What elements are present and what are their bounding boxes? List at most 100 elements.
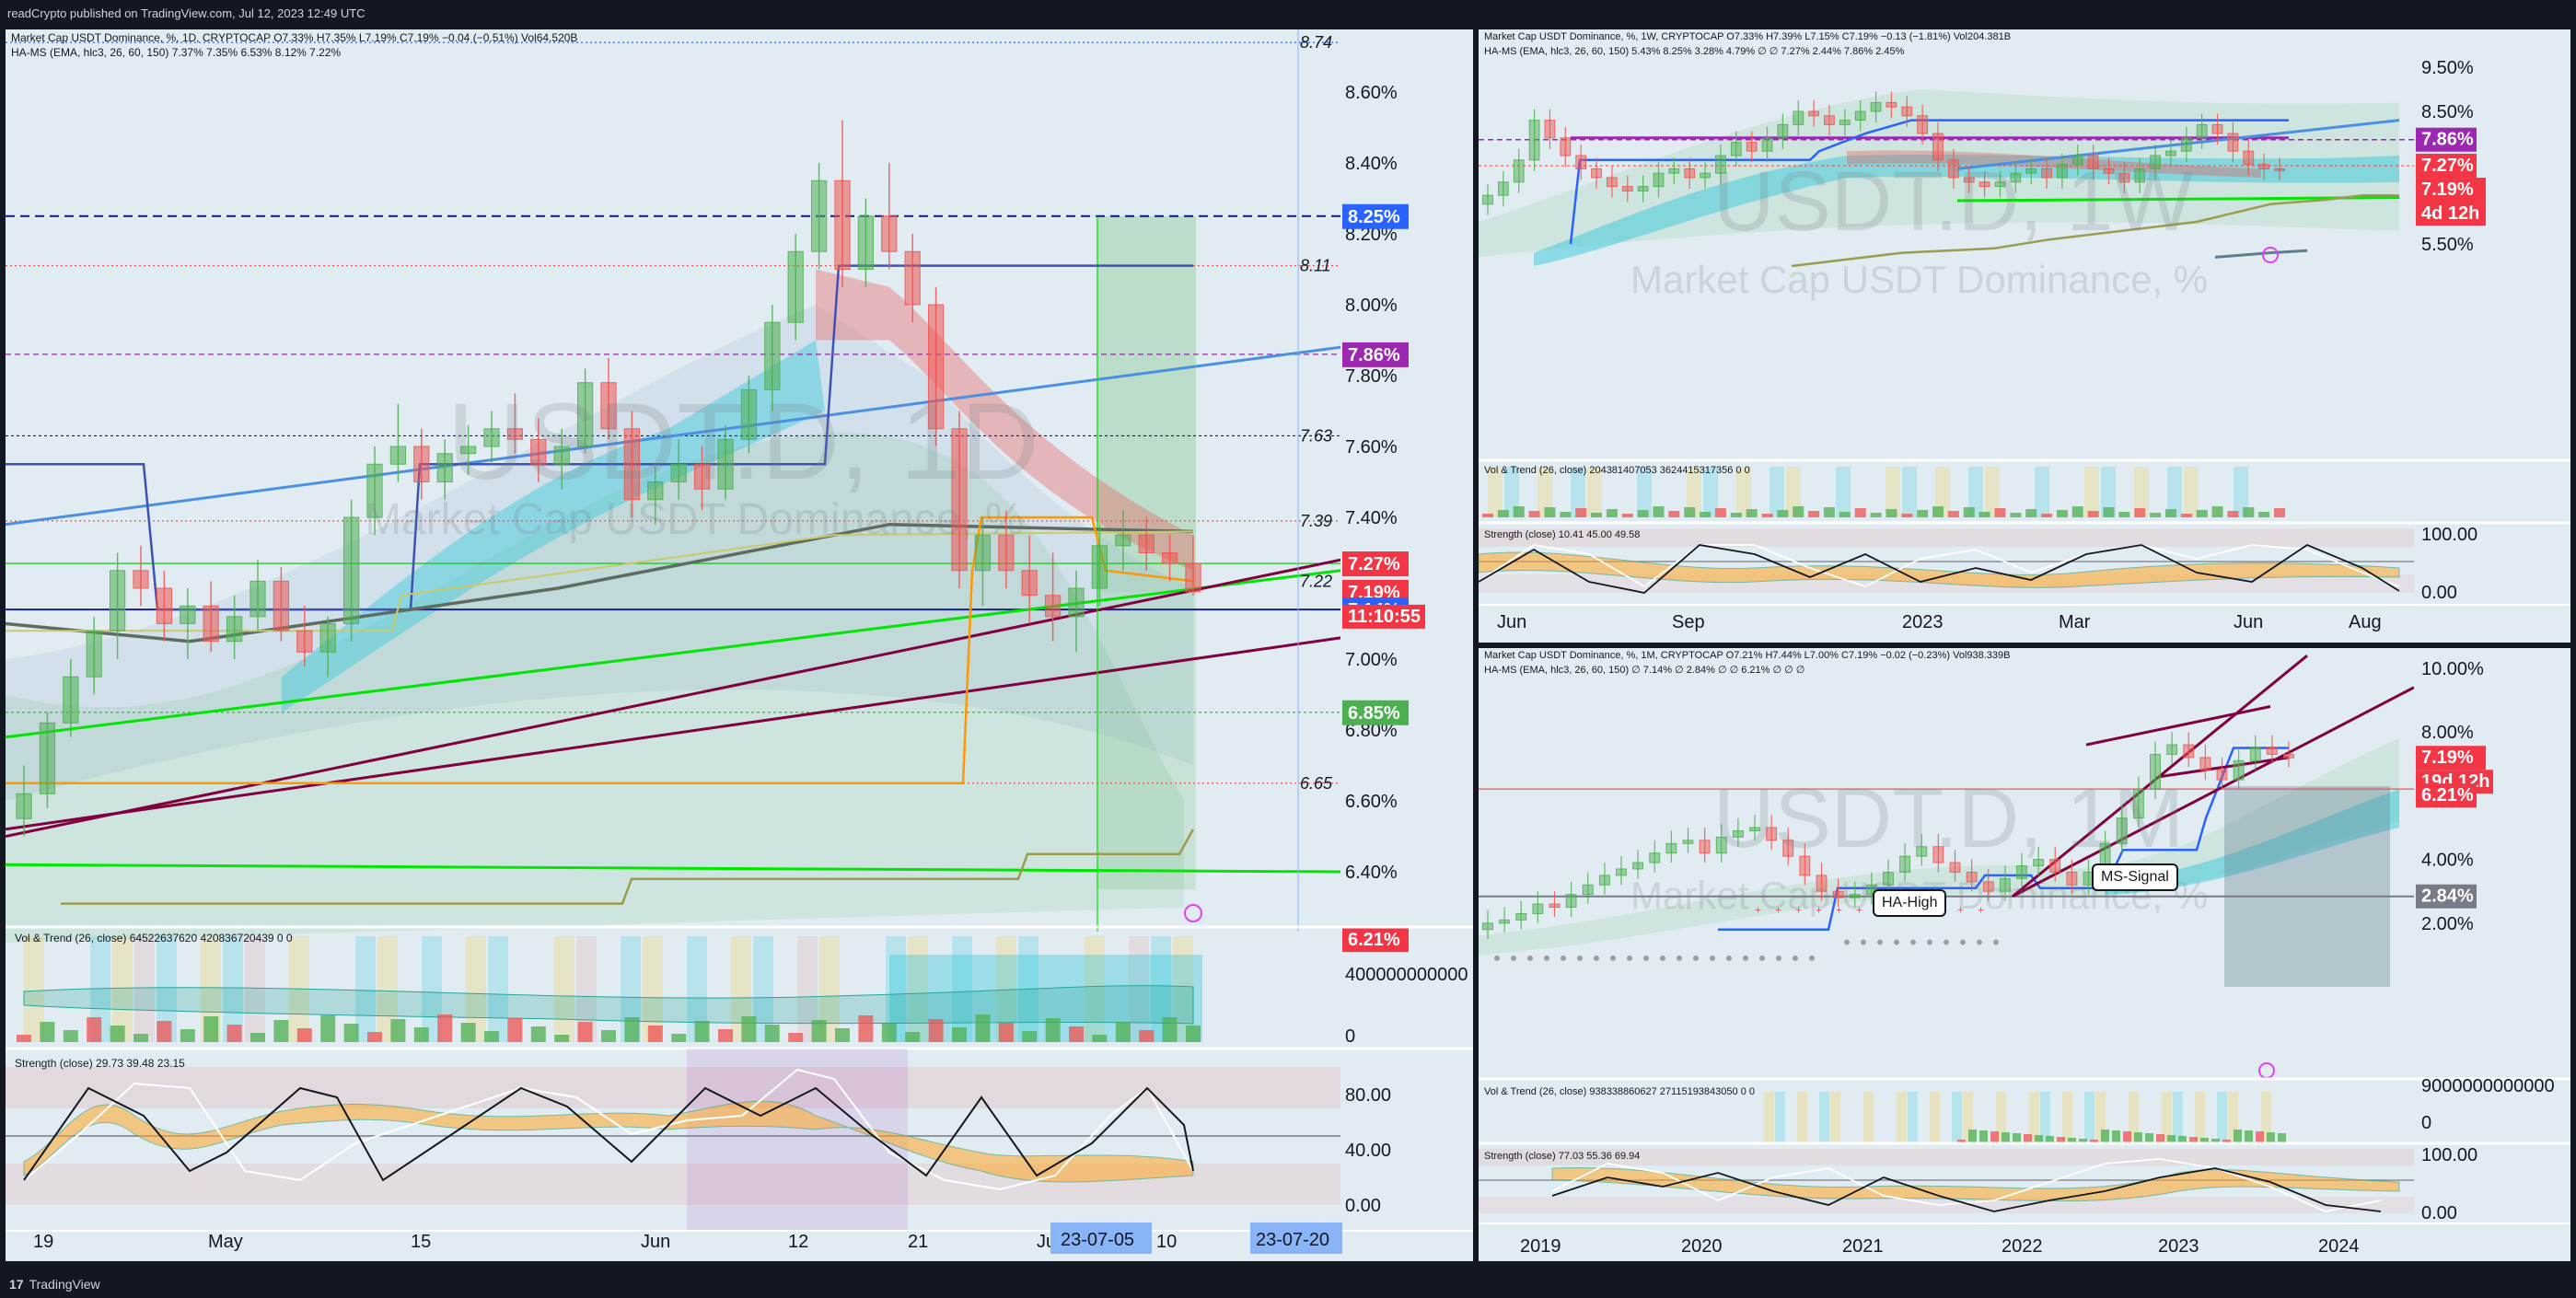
daily-legend-symbol[interactable]: Market Cap USDT Dominance, %, 1D, CRYPTO… [11,31,578,44]
candle-body [1883,871,1894,886]
candle-body [2233,759,2245,781]
volume-bar [2189,1137,2198,1142]
daily-legend-strength[interactable]: Strength (close) 29.73 39.48 23.15 [15,1057,185,1070]
ha-ms-blue-line [1718,747,2289,931]
candle-body [2066,871,2078,886]
volume-bar [2010,513,2022,517]
volume-bar [2112,1130,2120,1142]
candle-body [1732,829,1744,838]
ms-signal-dot [1527,955,1533,961]
vol-trend-bg [2134,467,2149,517]
level-label: 6.65 [1300,774,1333,793]
volume-bar [2196,510,2208,517]
candle-body [249,580,266,618]
vol-trend-bg [2101,467,2116,517]
candle-body [2227,133,2239,152]
callout-ha-high: HA-High [1873,889,1947,917]
volume-bar [273,1020,289,1042]
volume-bar [624,1017,640,1042]
volume-bar [2134,1132,2142,1142]
vol-trend-bg [908,936,928,1042]
daily-legend-hams[interactable]: HA-MS (EMA, hlc3, 26, 60, 150) 7.37% 7.3… [11,46,342,59]
candle-body [1499,919,1511,924]
candle-body [133,570,149,589]
monthly-chart-svg[interactable]: ++++++++++++10.00%8.00%4.00%2.00%7.19%19… [1479,648,2570,1261]
ms-signal-dot [1627,955,1632,961]
candle-body [2025,168,2037,174]
ms-signal-dot [1660,955,1665,961]
candle-body [2010,172,2022,183]
weekly-legend-strength[interactable]: Strength (close) 10.41 45.00 49.58 [1484,529,1641,540]
ms-signal-dot [1993,939,1999,945]
candle-body [1849,894,1861,898]
vol-trend-bg [554,936,574,1042]
vol-trend-bg [2173,1092,2183,1142]
monthly-chart-panel[interactable]: ++++++++++++10.00%8.00%4.00%2.00%7.19%19… [1479,648,2570,1261]
x-axis-tick: 2020 [1681,1236,1723,1257]
price-tick: 8.50% [2421,102,2474,122]
candle-body [2274,168,2285,171]
x-marker-right-bg [1250,1223,1342,1254]
volume-bar [1115,1022,1131,1042]
monthly-legend-vol[interactable]: Vol & Trend (26, close) 938338860627 271… [1484,1086,1755,1097]
volume-bar [437,1014,453,1042]
vol-trend-bg [1736,467,1751,517]
strength-overbought-zone [1479,1149,2414,1165]
price-tag-bg [2416,178,2486,203]
volume-bar [2079,1139,2087,1142]
vol-trend-bg [245,936,265,1042]
price-tick: 5.50% [2421,235,2474,255]
volume-bar [1854,508,1866,517]
volume-bar [2178,1136,2187,1142]
vol-trend-bg [2206,1092,2216,1142]
monthly-legend-strength[interactable]: Strength (close) 77.03 55.36 69.94 [1484,1151,1641,1162]
volume-bar [1139,1030,1155,1042]
vol-trend-bg [1488,467,1503,517]
price-tick: 2.00% [2421,914,2474,934]
x-axis-tick: 2023 [2158,1236,2199,1257]
volume-bar [1994,508,2006,517]
vol-trend-bg [2095,1092,2106,1142]
vol-trend-bg [2051,467,2066,517]
ha-ms-base-line [61,829,1195,905]
vol-trend-bg [1786,1092,1796,1142]
x-axis-tick: 19 [33,1232,53,1252]
candle-body [530,438,547,465]
ms-signal-dot [1910,939,1916,945]
price-tick: 8.00% [1345,296,1398,316]
ms-cross: + [1856,903,1862,916]
candle-body [1730,142,1742,156]
candle-body [1782,840,1794,857]
ms-signal-dot [1743,955,1748,961]
daily-legend-vol[interactable]: Vol & Trend (26, close) 64522637620 4208… [15,932,293,945]
weekly-chart-panel[interactable]: 9.50%8.50%6.50%5.50%7.86%7.27%7.19%4d 12… [1479,29,2570,643]
vol-trend-bg [2051,1092,2061,1142]
weekly-legend-vol[interactable]: Vol & Trend (26, close) 204381407053 362… [1484,465,1750,476]
support-line-green [6,863,1341,874]
candle-body [1632,862,1644,870]
x-axis-tick: Aug [2349,612,2382,632]
x-marker-left: 23-07-05 [1061,1230,1134,1250]
tradingview-footer: 17 TradingView [0,1270,2576,1298]
weekly-chart-svg[interactable]: 9.50%8.50%6.50%5.50%7.86%7.27%7.19%4d 12… [1479,29,2570,643]
price-tick: 6.60% [1345,792,1398,812]
strength-black-line [1551,1167,2382,1212]
candle-body [2087,155,2099,169]
ms-signal-dot [1610,955,1616,961]
vol-trend-bg [1863,1092,1874,1142]
weekly-legend-hams[interactable]: HA-MS (EMA, hlc3, 26, 60, 150) 5.43% 8.2… [1484,46,1905,57]
price-tag: 7.86% [2421,130,2474,150]
candle-body [1497,181,1509,196]
volume-bar [1544,507,1556,517]
daily-chart-panel[interactable]: 8.74 8.11 7.63 7.39 7.22 6.65 8.60% 8.40% 8.20% 8… [6,29,1473,1261]
daily-chart-svg[interactable]: 8.748.117.637.397.226.658.60%8.40%8.20%8… [6,29,1473,1261]
vol-trend-bg [1830,1092,1840,1142]
weekly-legend-symbol[interactable]: Market Cap USDT Dominance, %, 1W, CRYPTO… [1484,31,2012,42]
volume-bar [928,1019,944,1042]
strength-area [1551,1166,2400,1202]
vol-trend-bg [532,936,552,1042]
ha-ribbon-green [1479,89,2399,258]
ms-cross: + [1795,903,1802,916]
monthly-legend-symbol[interactable]: Market Cap USDT Dominance, %, 1M, CRYPTO… [1484,650,2011,661]
monthly-legend-hams[interactable]: HA-MS (EMA, hlc3, 26, 60, 150) ∅ 7.14% ∅… [1484,665,1805,676]
